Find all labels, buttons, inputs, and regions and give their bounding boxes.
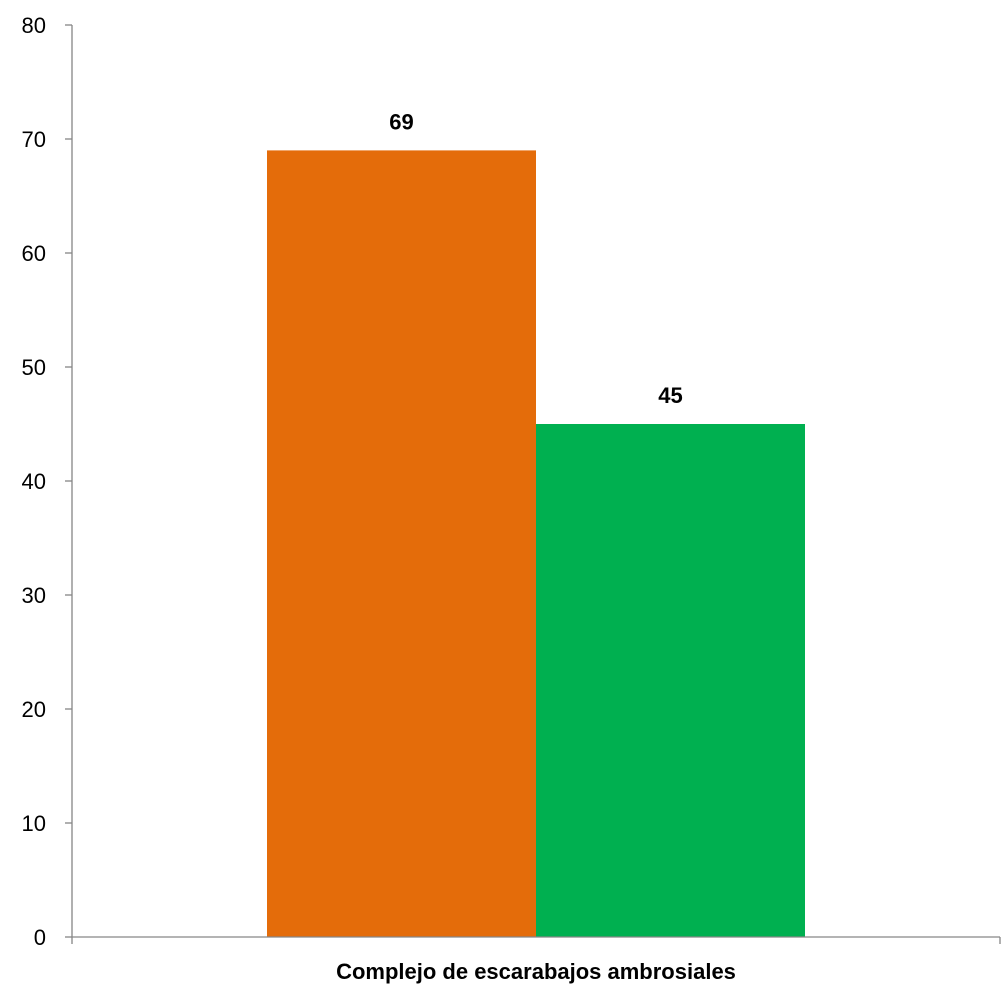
- y-tick-label: 60: [22, 241, 46, 266]
- y-tick-label: 0: [34, 925, 46, 950]
- y-tick-label: 20: [22, 697, 46, 722]
- y-axis-ticks: 0 10 20 30 40 50 60 70 80: [22, 13, 1001, 950]
- data-labels: 69 45: [389, 109, 682, 408]
- y-tick-label: 40: [22, 469, 46, 494]
- category-label: Complejo de escarabajos ambrosiales: [336, 959, 736, 984]
- bar-series-2: [536, 424, 805, 937]
- y-tick-label: 70: [22, 127, 46, 152]
- bars: [267, 150, 805, 937]
- data-label-series-1: 69: [389, 109, 413, 134]
- y-tick-label: 30: [22, 583, 46, 608]
- y-tick-label: 50: [22, 355, 46, 380]
- data-label-series-2: 45: [658, 383, 682, 408]
- y-tick-label: 80: [22, 13, 46, 38]
- y-tick-label: 10: [22, 811, 46, 836]
- bar-series-1: [267, 150, 536, 937]
